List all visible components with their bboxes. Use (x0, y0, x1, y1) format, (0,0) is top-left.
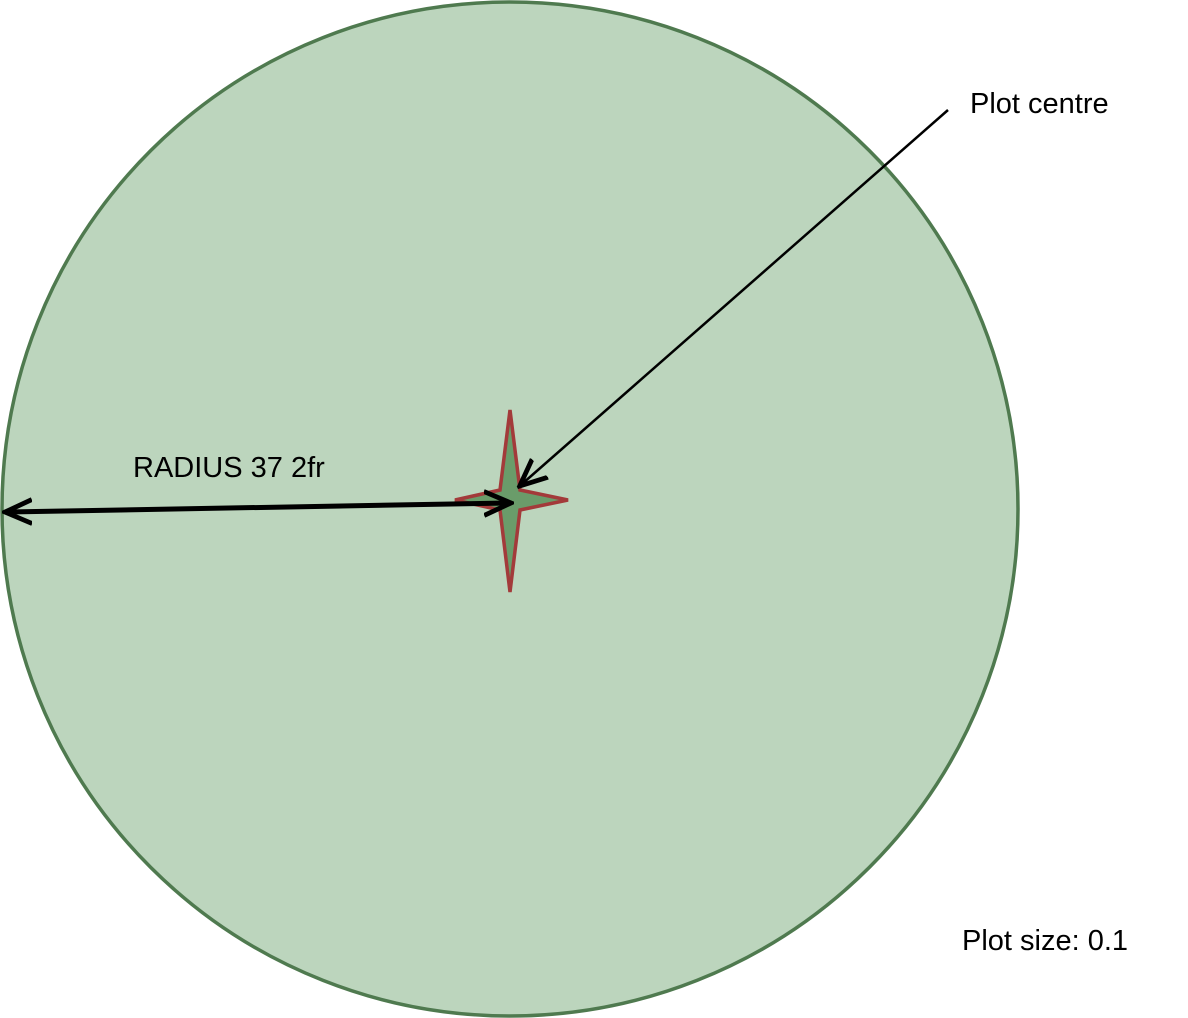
plot-size-label: Plot size: 0.1 (962, 925, 1128, 957)
plot-centre-label: Plot centre (970, 88, 1109, 120)
radius-label: RADIUS 37 2fr (133, 452, 325, 484)
centre-arrow (522, 109, 949, 484)
radius-arrow (8, 503, 508, 512)
